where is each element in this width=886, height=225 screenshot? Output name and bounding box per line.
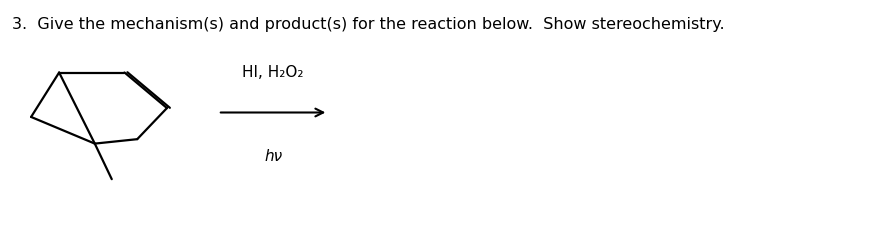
FancyArrowPatch shape bbox=[221, 109, 323, 116]
Text: hν: hν bbox=[264, 149, 282, 164]
Text: 3.  Give the mechanism(s) and product(s) for the reaction below.  Show stereoche: 3. Give the mechanism(s) and product(s) … bbox=[12, 17, 724, 32]
Text: HI, H₂O₂: HI, H₂O₂ bbox=[243, 65, 304, 80]
